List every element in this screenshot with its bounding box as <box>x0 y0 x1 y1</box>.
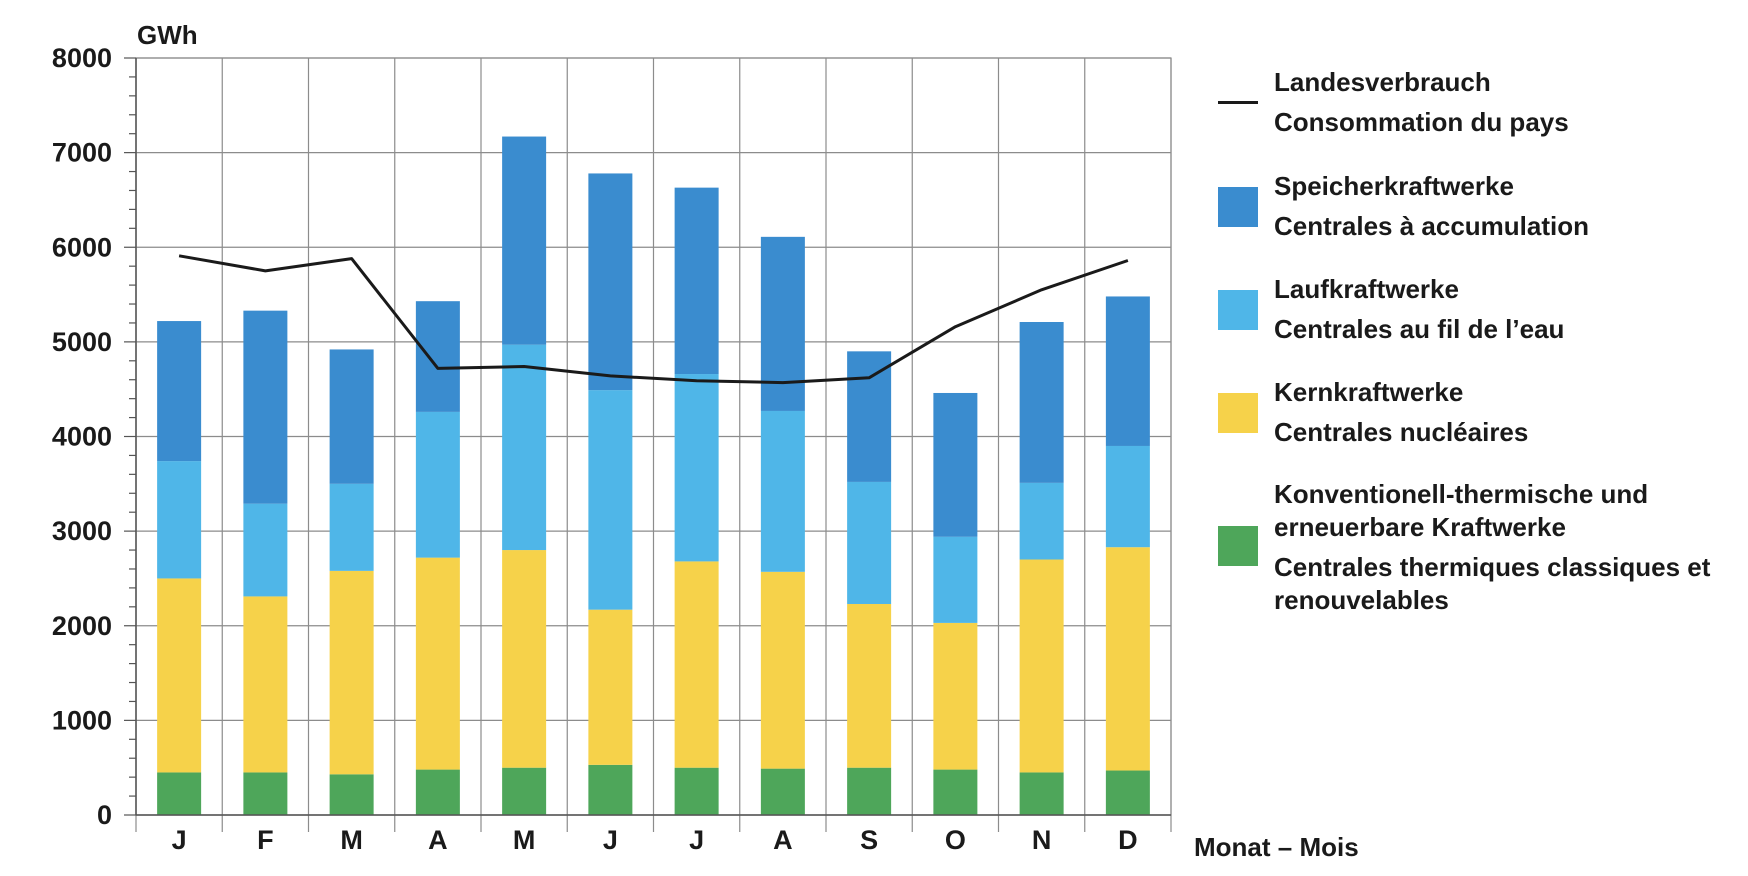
bar-nuclear <box>760 571 805 769</box>
legend-label: Centrales au fil de l’eau <box>1274 314 1565 344</box>
bar-nuclear <box>502 550 547 768</box>
bar-nuclear <box>588 609 633 765</box>
bar-runofriver <box>674 374 719 562</box>
legend-swatch-thermal <box>1218 526 1258 566</box>
legend-label: Centrales à accumulation <box>1274 211 1589 241</box>
legend-text: Speicherkraftwerke Centrales à accumulat… <box>1274 170 1589 243</box>
legend-text: Kernkraftwerke Centrales nucléaires <box>1274 376 1528 449</box>
x-axis-title: Monat – Mois <box>1194 832 1359 862</box>
bar-nuclear <box>674 561 719 768</box>
x-tick-label: F <box>257 825 274 855</box>
y-tick-label: 4000 <box>52 422 112 452</box>
bar-runofriver <box>588 390 633 610</box>
y-tick-label: 0 <box>97 800 112 830</box>
bar-runofriver <box>243 503 288 597</box>
y-tick-label: 5000 <box>52 327 112 357</box>
x-tick-label: S <box>860 825 878 855</box>
bar-nuclear <box>847 603 892 768</box>
bar-thermal <box>1105 770 1150 815</box>
legend-text: Landesverbrauch Consommation du pays <box>1274 66 1569 139</box>
x-tick-label: N <box>1032 825 1052 855</box>
axes: 0 1000 2000 3000 4000 5000 6000 7000 8000 J F M A M J J… <box>52 43 1171 855</box>
bar-runofriver <box>847 481 892 604</box>
bar-storage <box>1019 322 1064 483</box>
bar-storage <box>847 351 892 482</box>
bar-runofriver <box>415 411 460 558</box>
bar-runofriver <box>933 536 978 623</box>
y-tick-label: 3000 <box>52 516 112 546</box>
consumption-line <box>178 254 1129 385</box>
bar-nuclear <box>329 570 374 775</box>
bar-storage <box>760 236 805 411</box>
legend-label: Konventionell-thermische und <box>1274 479 1649 509</box>
y-tick-label: 1000 <box>52 705 112 735</box>
bar-runofriver <box>502 344 547 551</box>
bar-runofriver <box>329 483 374 571</box>
bar-storage <box>415 301 460 412</box>
legend-label: renouvelables <box>1274 585 1449 615</box>
legend-label: Consommation du pays <box>1274 107 1569 137</box>
x-tick-label: J <box>689 825 704 855</box>
grid <box>135 57 1172 832</box>
x-tick-label: A <box>428 825 448 855</box>
bar-thermal <box>415 769 460 815</box>
bar-thermal <box>1019 772 1064 815</box>
legend-swatch-storage <box>1218 187 1258 227</box>
legend-label: Laufkraftwerke <box>1274 274 1459 304</box>
x-tick-label: J <box>603 825 618 855</box>
consumption-line-layer <box>178 254 1129 385</box>
bars <box>157 136 1150 815</box>
bar-thermal <box>760 768 805 815</box>
x-tick-label: O <box>945 825 966 855</box>
bar-thermal <box>588 764 633 815</box>
x-tick-label: A <box>773 825 793 855</box>
bar-storage <box>329 349 374 484</box>
x-tick-label: D <box>1118 825 1138 855</box>
x-tick-label: J <box>172 825 187 855</box>
bar-thermal <box>933 769 978 815</box>
bar-storage <box>933 392 978 537</box>
bar-thermal <box>243 772 288 815</box>
bar-nuclear <box>933 622 978 770</box>
bar-runofriver <box>1019 482 1064 560</box>
legend-label: Kernkraftwerke <box>1274 377 1464 407</box>
y-tick-label: 7000 <box>52 138 112 168</box>
legend-text: Konventionell-thermische und erneuerbare… <box>1274 478 1710 617</box>
bar-storage <box>1105 296 1150 446</box>
bar-runofriver <box>1105 445 1150 548</box>
bar-thermal <box>674 767 719 815</box>
y-tick-label: 6000 <box>52 232 112 262</box>
x-tick-label: M <box>340 825 363 855</box>
legend-text: Laufkraftwerke Centrales au fil de l’eau <box>1274 273 1564 346</box>
legend-swatch-runofriver <box>1218 290 1258 330</box>
bar-thermal <box>157 772 202 815</box>
legend-label: Centrales nucléaires <box>1274 417 1529 447</box>
legend-label: erneuerbare Kraftwerke <box>1274 512 1566 542</box>
x-tick-label: M <box>513 825 536 855</box>
bar-nuclear <box>1105 547 1150 771</box>
bar-storage <box>243 310 288 504</box>
legend-line-marker <box>1218 101 1258 104</box>
bar-thermal <box>502 767 547 815</box>
bar-nuclear <box>415 557 460 770</box>
bar-storage <box>157 321 202 462</box>
bar-storage <box>502 136 547 345</box>
legend-label: Landesverbrauch <box>1274 67 1491 97</box>
bar-nuclear <box>157 578 202 773</box>
bar-nuclear <box>243 596 288 773</box>
legend-swatch-nuclear <box>1218 393 1258 433</box>
bar-thermal <box>847 767 892 815</box>
bar-nuclear <box>1019 559 1064 773</box>
bar-thermal <box>329 774 374 815</box>
bar-runofriver <box>760 410 805 572</box>
bar-runofriver <box>157 461 202 579</box>
bar-storage <box>588 173 633 391</box>
legend-label: Speicherkraftwerke <box>1274 171 1514 201</box>
bar-storage <box>674 187 719 375</box>
y-tick-label: 2000 <box>52 611 112 641</box>
y-tick-label: 8000 <box>52 43 112 73</box>
legend-label: Centrales thermiques classiques et <box>1274 552 1711 582</box>
unit-label: GWh <box>137 20 198 50</box>
